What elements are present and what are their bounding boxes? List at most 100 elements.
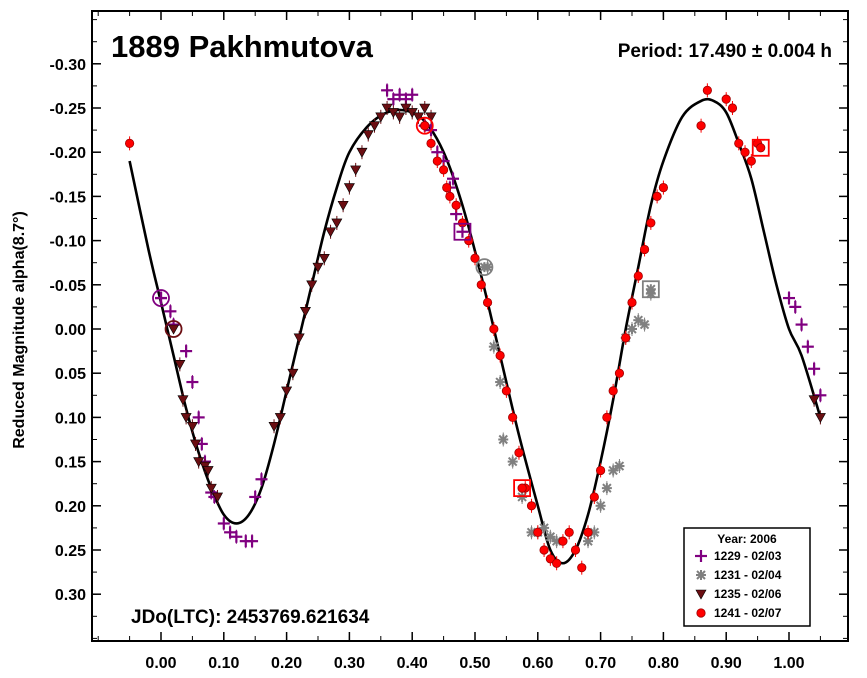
data-point (601, 483, 612, 494)
data-point (814, 389, 827, 402)
data-point (325, 227, 337, 238)
data-point (190, 439, 202, 450)
legend-marker (696, 608, 706, 618)
data-point (274, 413, 286, 424)
legend-label: 1229 - 02/03 (714, 549, 782, 563)
data-point (174, 360, 186, 370)
period-label: Period: 17.490 ± 0.004 h (618, 41, 832, 62)
highlight-square (751, 138, 770, 157)
legend: Year: 2006 1229 - 02/03 1231 - 02/04 1235 … (683, 527, 811, 627)
highlight-circle (152, 289, 170, 307)
data-point (186, 421, 198, 432)
data-point (445, 191, 455, 201)
data-point (393, 88, 406, 101)
data-point (293, 333, 305, 344)
data-point (639, 244, 650, 255)
x-tick-label: 0.50 (459, 655, 490, 672)
data-point (495, 350, 505, 361)
y-tick-label: -0.15 (50, 189, 87, 206)
highlight-point (456, 225, 469, 238)
data-point (495, 377, 506, 388)
data-point (394, 112, 406, 123)
data-point (577, 563, 587, 573)
data-point (438, 165, 449, 175)
legend-entry: 1229 - 02/03 (695, 549, 782, 563)
data-point (646, 218, 656, 228)
y-tick-label: 0.20 (55, 499, 86, 516)
data-point (287, 368, 299, 379)
x-tick-label: 0.10 (208, 655, 239, 672)
highlight-point (756, 143, 766, 153)
data-point (192, 411, 205, 424)
data-point (488, 341, 499, 352)
data-point (482, 297, 493, 308)
data-point (426, 138, 436, 148)
data-point (808, 395, 820, 406)
data-point (217, 517, 230, 530)
data-point (545, 531, 556, 542)
data-point (299, 307, 311, 317)
x-tick-label: 1.00 (773, 655, 804, 672)
data-point (627, 324, 637, 334)
plot-frame (91, 10, 849, 642)
legend-box (683, 527, 811, 627)
data-point (432, 156, 442, 166)
data-point (721, 94, 731, 104)
data-point (186, 376, 199, 389)
data-point (814, 413, 826, 424)
data-point (451, 200, 461, 210)
data-point (583, 527, 593, 537)
data-point (412, 112, 424, 123)
data-point (508, 412, 518, 422)
data-point (255, 473, 268, 486)
data-point (570, 545, 581, 555)
data-point (501, 386, 511, 396)
data-point (205, 483, 217, 494)
data-point (125, 138, 135, 148)
data-point (318, 253, 330, 264)
data-point (202, 466, 214, 477)
y-tick-label: -0.20 (50, 145, 87, 162)
data-point (447, 172, 460, 185)
data-point (442, 182, 452, 193)
legend-entry: 1231 - 02/04 (696, 568, 782, 582)
data-point (539, 522, 550, 533)
data-point (224, 526, 237, 539)
data-point (702, 85, 712, 95)
data-point (312, 262, 324, 273)
data-point (230, 530, 243, 543)
data-point (608, 386, 618, 396)
legend-label: 1235 - 02/06 (714, 587, 782, 601)
highlight-point (517, 483, 527, 493)
legend-label: 1231 - 02/04 (714, 568, 782, 582)
data-point (621, 333, 631, 343)
data-point (375, 112, 387, 123)
data-point (608, 465, 619, 476)
data-point (789, 300, 802, 313)
data-point (545, 554, 555, 564)
data-point (212, 492, 224, 503)
legend-marker (696, 570, 706, 580)
data-point (633, 315, 644, 326)
data-point (614, 461, 625, 472)
data-point (498, 434, 509, 445)
highlight-square (453, 222, 472, 241)
data-point (489, 324, 499, 334)
data-point (180, 345, 193, 358)
data-point (180, 413, 192, 424)
data-point (406, 88, 419, 101)
highlight-circle (164, 320, 183, 338)
highlight-point (155, 292, 167, 305)
legend-entries: 1229 - 02/03 1231 - 02/04 1235 - 02/06 1241… (695, 549, 782, 620)
data-point (564, 527, 574, 537)
data-point (696, 121, 706, 131)
data-point (746, 156, 756, 166)
data-point (337, 200, 349, 211)
data-point (507, 456, 518, 467)
data-point (801, 340, 814, 353)
x-tick-label: 0.80 (648, 655, 679, 672)
data-point (343, 183, 355, 194)
y-tick-label: -0.30 (50, 57, 87, 74)
data-point (387, 93, 400, 106)
data-point (425, 112, 437, 123)
